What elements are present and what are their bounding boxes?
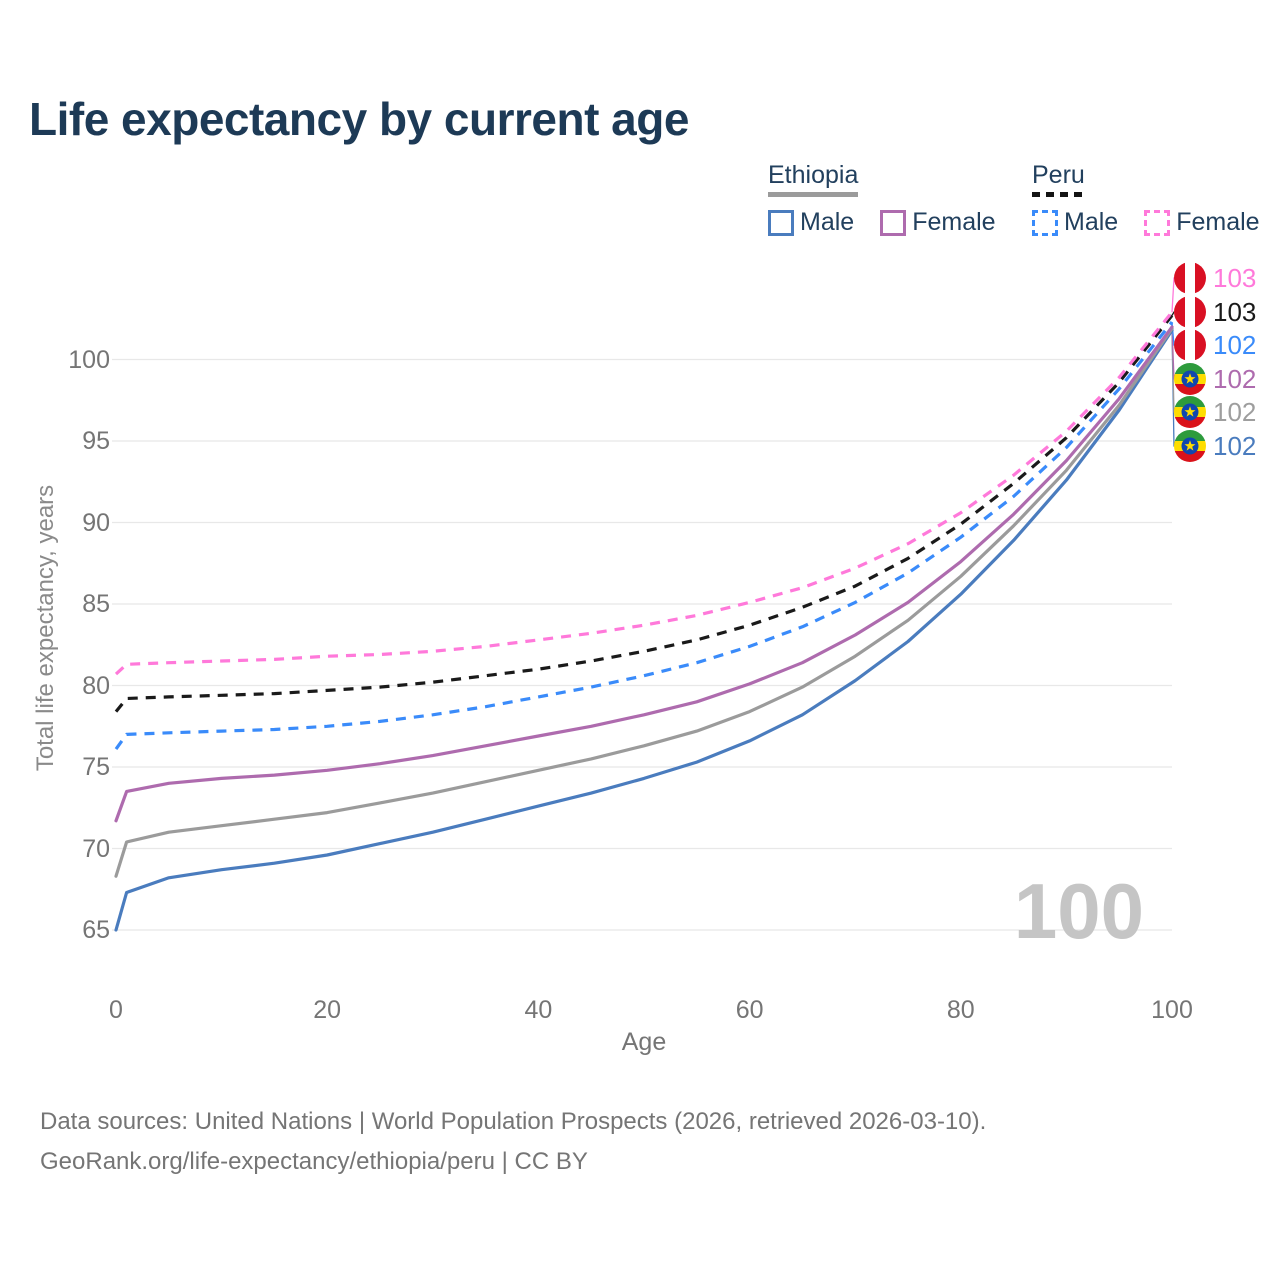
x-tick-label-20: 20 xyxy=(313,996,342,1024)
legend-group-peru: Peru Male Female xyxy=(1032,162,1260,237)
legend-country-label: Peru xyxy=(1032,161,1085,189)
peru-male-checkbox-icon[interactable] xyxy=(1032,209,1058,236)
end-label-value: 103 xyxy=(1213,262,1257,293)
x-tick-label-60: 60 xyxy=(735,996,764,1024)
y-tick-label-95: 95 xyxy=(82,427,110,455)
series-line-peru xyxy=(114,314,1174,713)
series-line-ethiopia-female xyxy=(114,325,1174,823)
legend-country-label: Ethiopia xyxy=(768,161,859,189)
y-tick-label-75: 75 xyxy=(82,753,110,781)
ethiopia-solid-line-key xyxy=(768,192,859,197)
legend-item-ethiopia-female[interactable]: Female xyxy=(880,208,996,237)
legend-country-ethiopia[interactable]: Ethiopia xyxy=(768,161,859,197)
y-tick-label-100: 100 xyxy=(68,345,110,374)
end-label-ethiopia: 102 xyxy=(1174,396,1256,428)
legend-item-label: Female xyxy=(1176,208,1260,236)
page-title: Life expectancy by current age xyxy=(29,93,689,145)
legend-item-peru-female[interactable]: Female xyxy=(1144,208,1260,237)
legend-item-label: Male xyxy=(800,208,855,236)
ethiopia-flag-icon xyxy=(1174,430,1206,462)
end-label-value: 102 xyxy=(1213,430,1257,461)
x-tick-label-40: 40 xyxy=(524,996,553,1024)
age-indicator-watermark: 100 xyxy=(1013,867,1144,955)
end-label-value: 102 xyxy=(1213,396,1257,427)
peru-female-checkbox-icon[interactable] xyxy=(1144,209,1171,236)
end-label-ethiopia-female: 102 xyxy=(1174,363,1256,395)
end-label-peru-male: 102 xyxy=(1174,329,1256,361)
peru-flag-icon xyxy=(1174,262,1206,294)
legend-item-ethiopia-male[interactable]: Male xyxy=(768,208,854,237)
peru-flag-icon xyxy=(1174,296,1206,328)
end-label-peru-female: 103 xyxy=(1174,262,1256,294)
x-tick-label-100: 100 xyxy=(1151,996,1193,1024)
series-line-ethiopia-male xyxy=(114,328,1174,932)
legend-item-peru-male[interactable]: Male xyxy=(1032,208,1118,237)
end-label-value: 102 xyxy=(1213,363,1257,394)
attribution-note: GeoRank.org/life-expectancy/ethiopia/per… xyxy=(40,1148,588,1175)
y-tick-label-80: 80 xyxy=(82,671,110,700)
series-line-peru-male xyxy=(114,321,1174,751)
y-tick-label-70: 70 xyxy=(82,834,110,863)
data-sources-note: Data sources: United Nations | World Pop… xyxy=(40,1108,987,1135)
peru-flag-icon xyxy=(1174,329,1206,361)
x-tick-label-0: 0 xyxy=(109,996,123,1024)
x-axis-title: Age xyxy=(621,1028,667,1056)
end-label-ethiopia-male: 102 xyxy=(1174,430,1256,462)
legend-country-peru[interactable]: Peru xyxy=(1032,162,1085,197)
ethiopia-female-checkbox-icon[interactable] xyxy=(880,209,907,236)
ethiopia-male-checkbox-icon[interactable] xyxy=(768,209,794,236)
y-tick-label-85: 85 xyxy=(82,590,110,618)
ethiopia-flag-icon xyxy=(1174,396,1206,428)
legend-group-ethiopia: Ethiopia Male Female xyxy=(768,162,996,237)
y-tick-label-90: 90 xyxy=(82,508,110,537)
ethiopia-flag-icon xyxy=(1174,363,1206,395)
x-tick-label-80: 80 xyxy=(946,996,975,1024)
end-label-peru: 103 xyxy=(1174,296,1256,328)
series-line-ethiopia xyxy=(114,326,1174,878)
series-line-peru-female xyxy=(114,311,1174,676)
peru-dashed-line-key xyxy=(1032,192,1085,197)
y-tick-label-65: 65 xyxy=(82,916,110,944)
end-label-value: 102 xyxy=(1213,329,1257,360)
legend-item-label: Female xyxy=(912,208,996,236)
end-label-value: 103 xyxy=(1213,296,1257,327)
legend-item-label: Male xyxy=(1064,208,1119,236)
